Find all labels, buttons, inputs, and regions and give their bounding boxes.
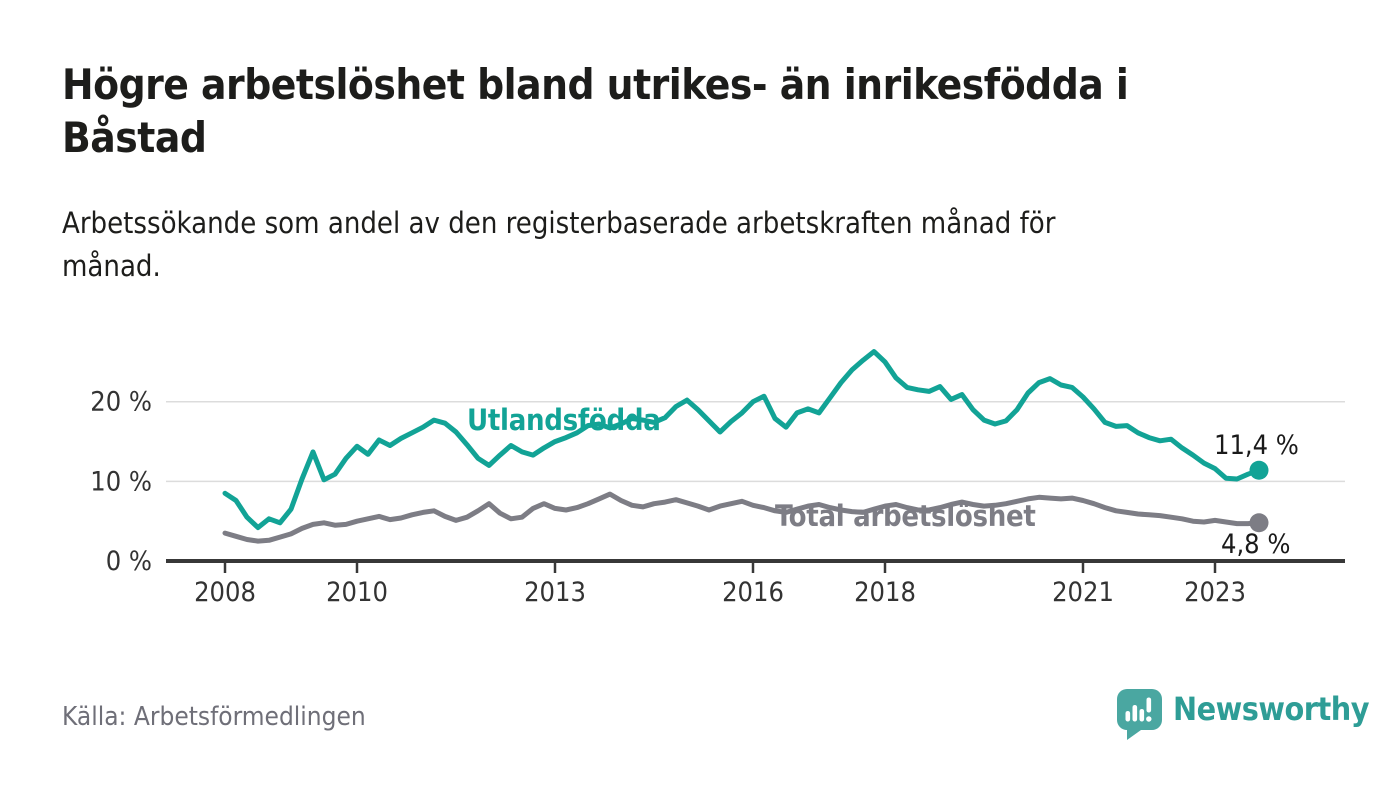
y-tick-label-20: 20 % [90, 387, 152, 418]
line-chart: 20 % 10 % 0 % 2008 2010 2013 2016 2018 2021 2023 [90, 349, 1345, 608]
x-tick-label-2008: 2008 [194, 577, 256, 608]
source-attribution: Källa: Arbetsförmedlingen [62, 702, 366, 732]
y-tick-label-10: 10 % [90, 466, 152, 497]
x-tick-label-2013: 2013 [524, 577, 586, 608]
series-end-dot-utlandsf-dda [1249, 460, 1269, 480]
page-title: Högre arbetslöshet bland utrikes- än inr… [62, 58, 1362, 164]
end-value-label-total: 4,8 % [1221, 529, 1291, 560]
title-line-2: Båstad [62, 113, 207, 162]
subtitle-line-1: Arbetssökande som andel av den registerb… [62, 206, 1056, 240]
end-value-label-utlandsfodda: 11,4 % [1214, 430, 1299, 461]
x-tick-label-2010: 2010 [326, 577, 388, 608]
series-label-utlandsfodda: Utlandsfödda [467, 403, 661, 437]
series-label-total-arbetsloshet: Total arbetslöshet [775, 499, 1036, 533]
chart-subtitle: Arbetssökande som andel av den registerb… [62, 202, 1342, 288]
newsworthy-branding: Newsworthy [1117, 688, 1369, 740]
y-tick-label-0: 0 % [106, 546, 152, 577]
x-tick-label-2016: 2016 [722, 577, 784, 608]
x-tick-label-2018: 2018 [854, 577, 916, 608]
speech-bubble-bar-chart-icon [1117, 689, 1162, 740]
subtitle-line-2: månad. [62, 249, 161, 283]
x-tick-label-2021: 2021 [1052, 577, 1114, 608]
title-line-1: Högre arbetslöshet bland utrikes- än inr… [62, 60, 1129, 109]
x-tick-label-2023: 2023 [1184, 577, 1246, 608]
series-line-total-arbetsl-shet [222, 491, 1262, 544]
series-end-dot-total-arbetsl-shet [1249, 513, 1269, 533]
brand-name: Newsworthy [1173, 690, 1369, 728]
series-line-utlandsf-dda [222, 349, 1262, 531]
